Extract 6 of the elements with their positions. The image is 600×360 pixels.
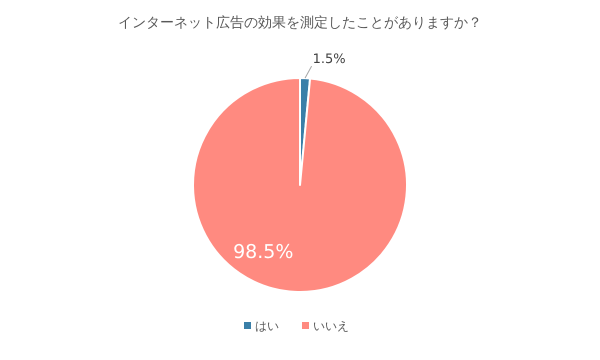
data-label: 98.5% <box>233 240 294 263</box>
legend-label: いいえ <box>313 319 349 333</box>
data-label: 1.5% <box>312 52 346 68</box>
legend-label: はい <box>255 319 279 333</box>
pie-slice <box>192 77 408 293</box>
chart-title: インターネット広告の効果を測定したことがありますか？ <box>118 15 482 31</box>
